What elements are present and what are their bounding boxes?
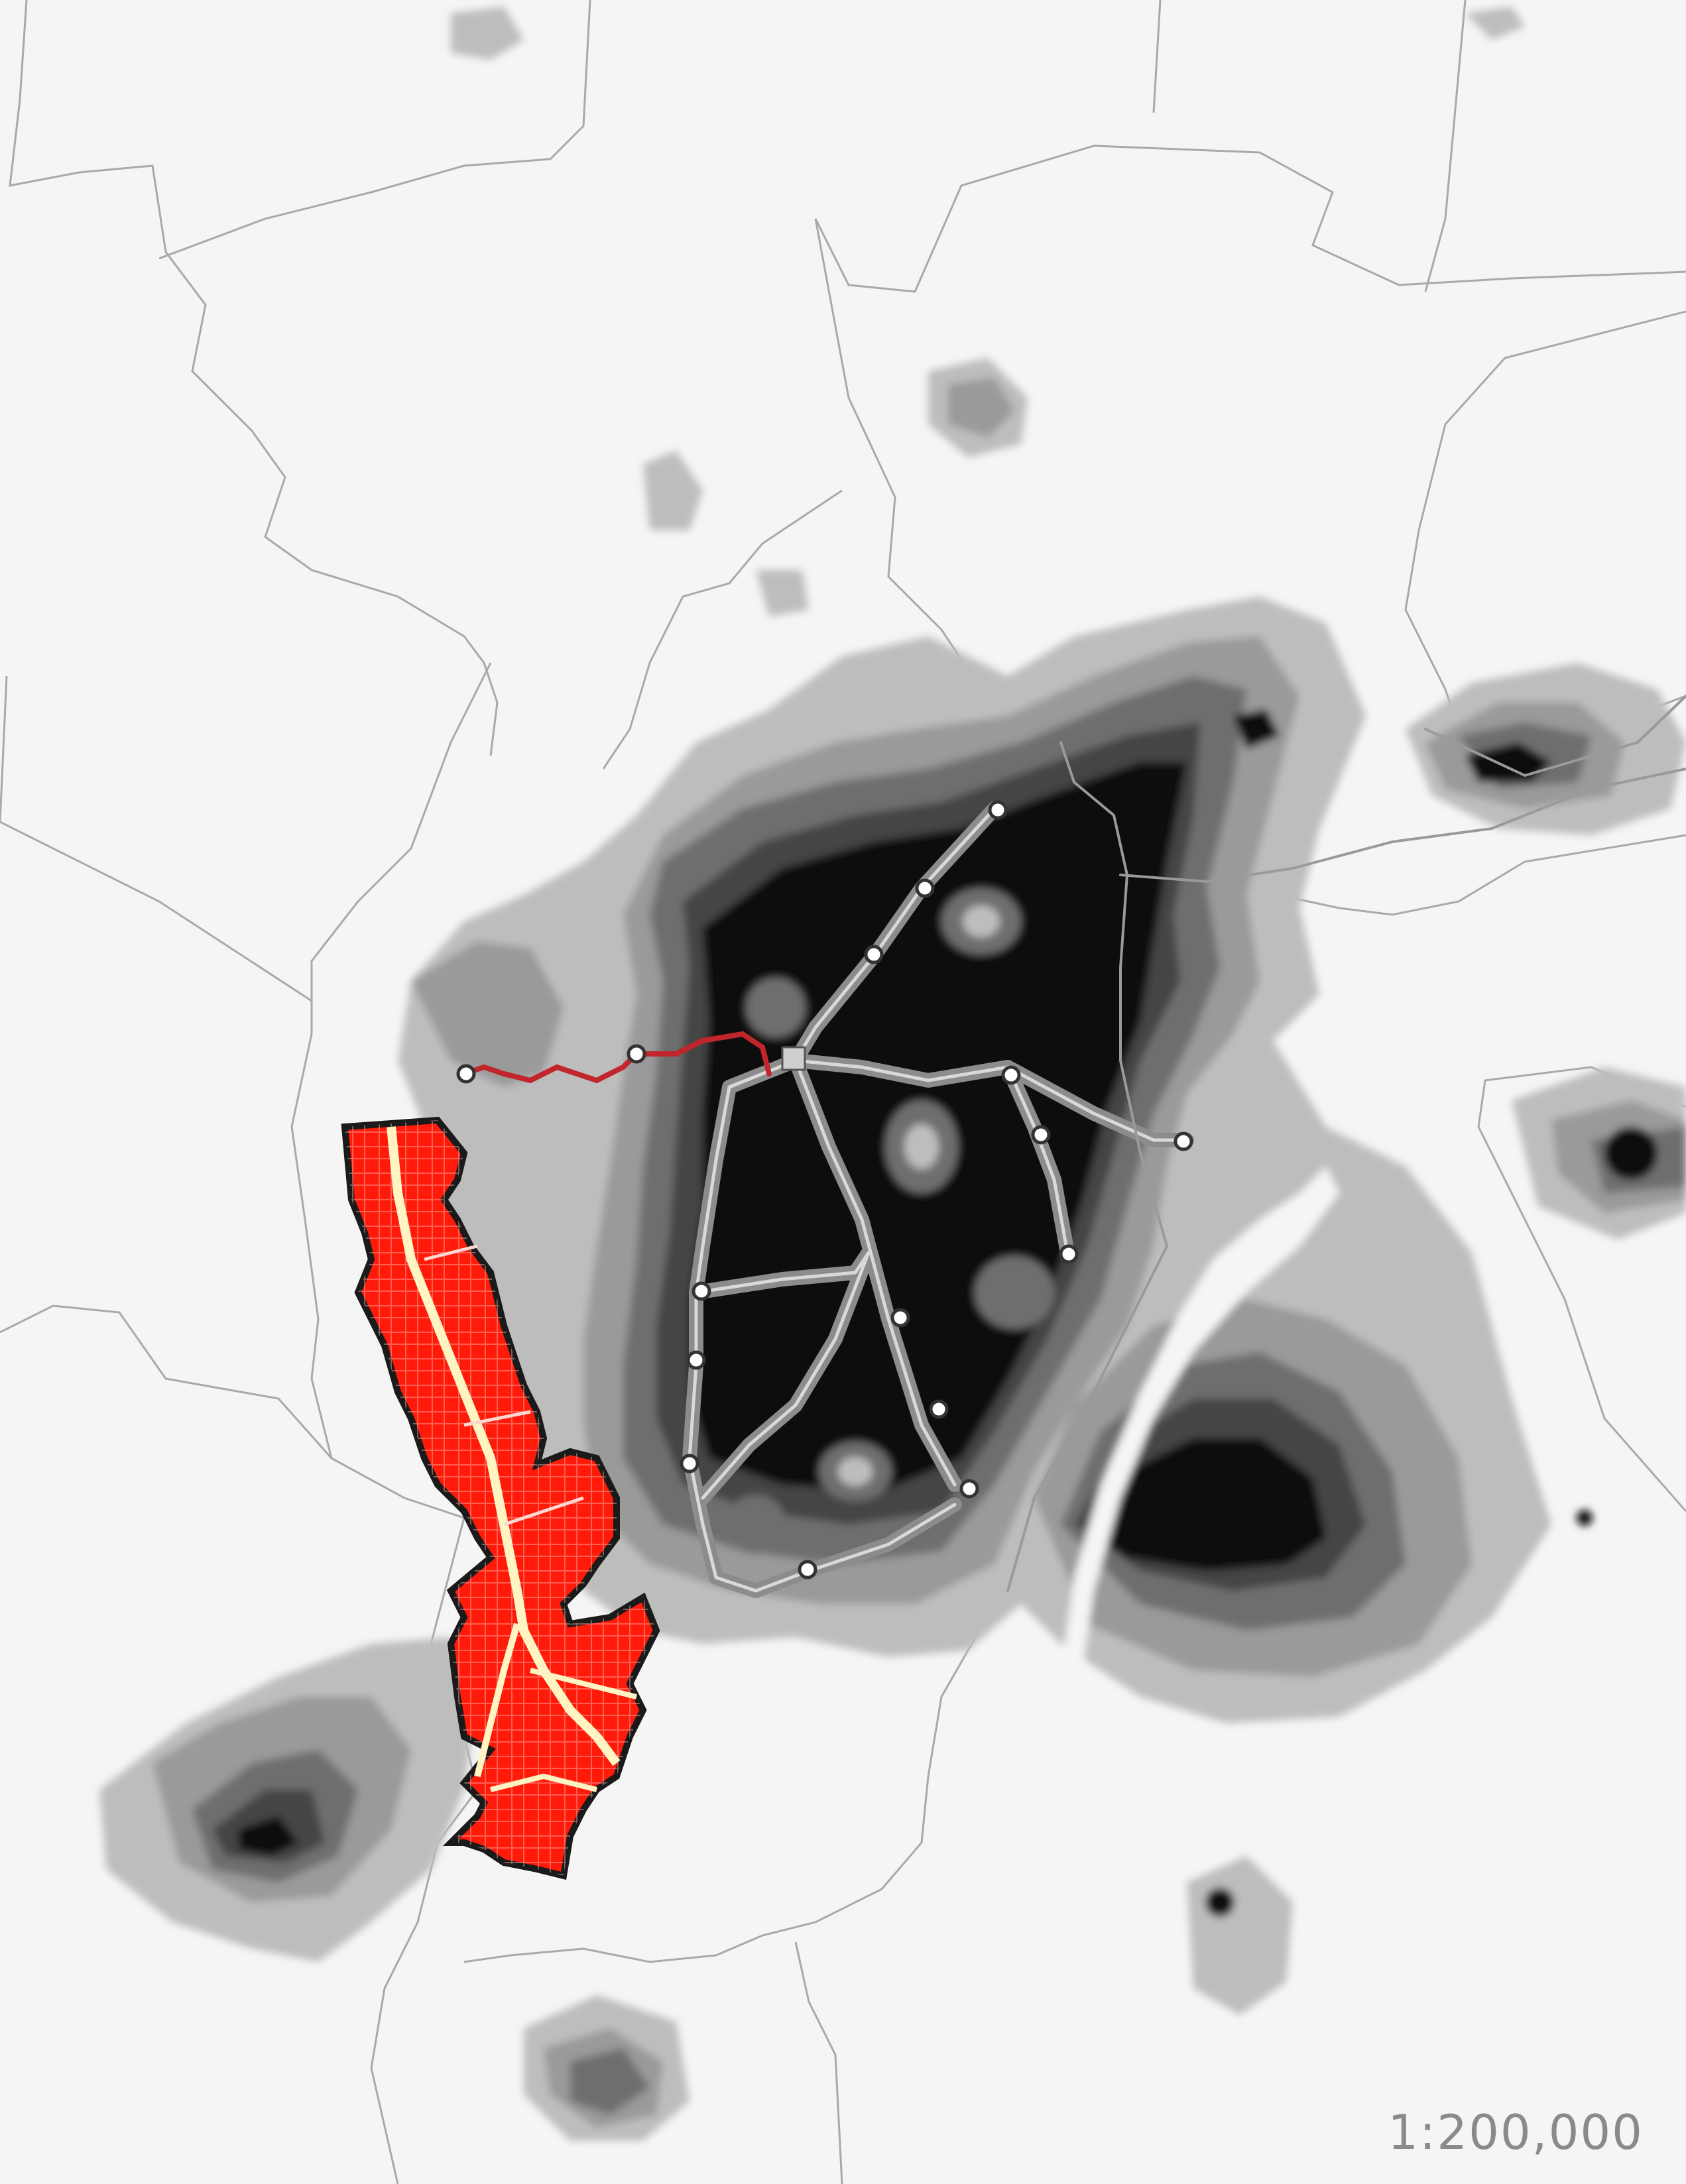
station-marker[interactable] [456,1064,476,1084]
station-marker[interactable] [627,1044,646,1064]
station-marker[interactable] [680,1454,699,1473]
station-marker[interactable] [988,800,1008,820]
highlighted-district [341,1116,660,1880]
station-marker[interactable] [1174,1131,1193,1151]
station-marker[interactable] [915,878,935,898]
population-density [99,7,1686,2141]
station-marker[interactable] [1001,1065,1021,1085]
station-marker[interactable] [1031,1125,1051,1145]
station-marker[interactable] [959,1479,979,1499]
station-marker[interactable] [864,945,884,964]
extension-line [461,1031,772,1084]
metro-extension [461,1031,772,1084]
map-scale-label: 1:200,000 [1388,2104,1644,2160]
river-band [1054,1167,1339,1723]
station-marker[interactable] [798,1560,817,1580]
station-marker[interactable] [890,1308,910,1328]
central-hub [781,1046,806,1071]
station-marker[interactable] [929,1399,949,1419]
station-marker[interactable] [686,1350,706,1370]
station-marker[interactable] [1059,1244,1079,1264]
metro-stations [456,800,1193,1580]
metro-network [682,695,1686,1598]
station-marker[interactable] [692,1281,711,1301]
density-lighter-pockets [726,888,1054,1554]
